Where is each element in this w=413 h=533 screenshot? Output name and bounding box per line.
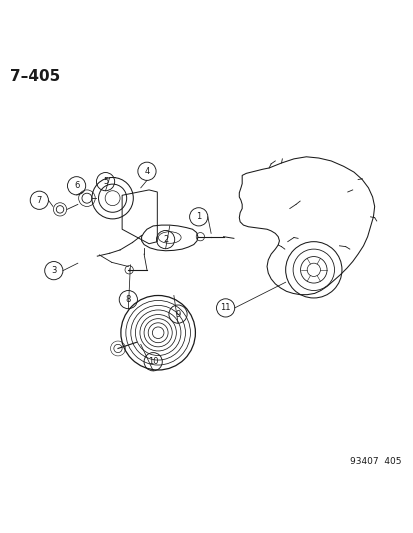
Text: 93407  405: 93407 405 [349, 457, 401, 466]
Text: 7–405: 7–405 [10, 69, 60, 84]
Text: 6: 6 [74, 181, 79, 190]
Text: 11: 11 [220, 303, 230, 312]
Text: 4: 4 [144, 167, 149, 176]
Text: 5: 5 [103, 177, 108, 186]
Text: 1: 1 [196, 212, 201, 221]
Text: 7: 7 [37, 196, 42, 205]
Text: 3: 3 [51, 266, 56, 275]
Text: 10: 10 [147, 357, 158, 366]
Text: 9: 9 [175, 310, 180, 319]
Text: 2: 2 [163, 235, 168, 244]
Text: 8: 8 [126, 295, 131, 304]
